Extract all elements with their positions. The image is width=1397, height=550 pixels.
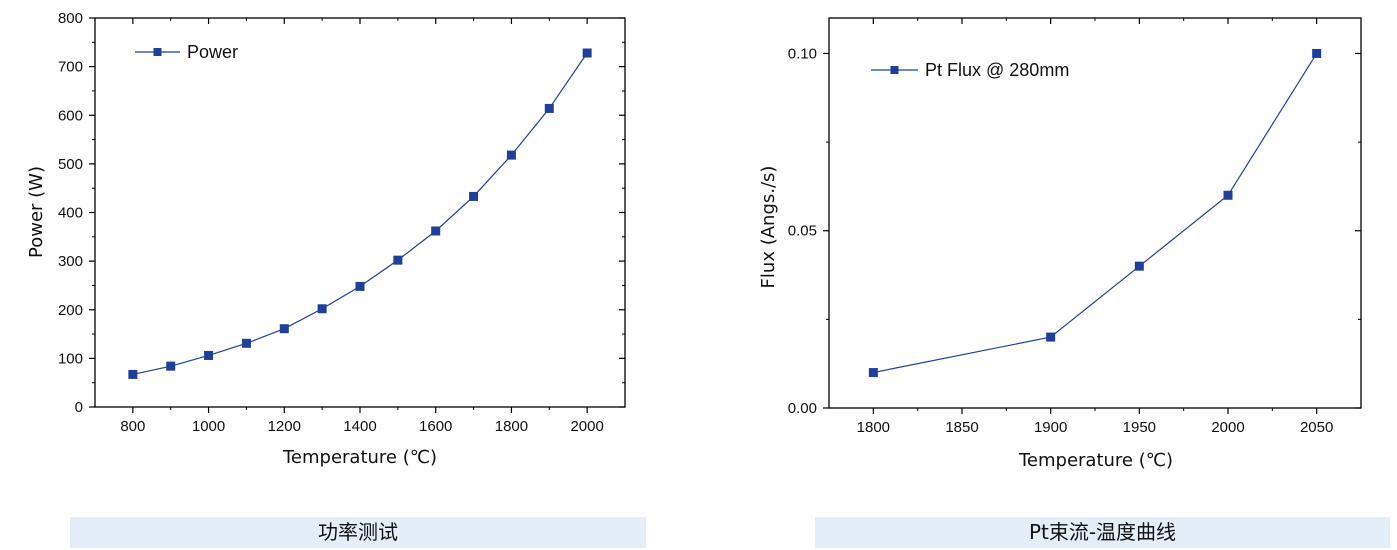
flux-chart-ticks: 1800 1850 1900 1950 2000 2050 0.00 0.05 0.10 [788,18,1361,436]
power-series-line [132,52,588,376]
power-x-tick-label: 1000 [192,418,225,435]
power-x-axis-label: Temperature (℃) [282,447,437,468]
power-data-point [355,281,365,291]
power-y-tick-label: 800 [58,10,83,27]
flux-data-point [1046,332,1056,342]
power-x-tick-label: 800 [120,418,145,435]
flux-data-point [1312,48,1322,58]
flux-chart: 1800 1850 1900 1950 2000 2050 0.00 0.05 0.10 Pt … [758,17,1362,471]
flux-x-tick-label: 1950 [1123,419,1156,436]
power-data-point [544,103,554,113]
power-x-tick-label: 1200 [268,418,301,435]
power-y-tick-label: 300 [58,253,83,270]
flux-data-point [1134,261,1144,271]
flux-x-tick-label: 2050 [1300,419,1333,436]
power-chart: 800 1000 1200 1400 1600 1800 2000 0 100 200 300 400… [26,10,626,468]
flux-data-point [868,368,878,378]
flux-y-axis-label: Flux (Angs./s) [758,166,779,289]
power-y-tick-label: 500 [58,156,83,173]
power-data-point [317,304,327,314]
flux-chart-series [868,48,1322,378]
power-x-tick-label: 1800 [495,418,528,435]
power-data-point [431,226,441,236]
flux-plot-frame [828,17,1362,409]
power-y-axis-label: Power (W) [26,166,47,258]
power-chart-ticks: 800 1000 1200 1400 1600 1800 2000 0 100 200 300 400… [58,10,625,435]
power-data-point [506,150,516,160]
power-x-tick-label: 1600 [419,418,452,435]
flux-x-tick-label: 1850 [945,419,978,436]
power-data-point [469,191,479,201]
caption-power-test: 功率测试 [70,517,646,548]
power-data-point [128,369,138,379]
power-y-tick-label: 700 [58,59,83,76]
flux-x-tick-label: 2000 [1211,419,1244,436]
power-data-point [582,48,592,58]
legend-marker-power [153,48,162,56]
power-x-tick-label: 1400 [343,418,376,435]
power-data-point [204,350,214,360]
power-y-tick-label: 200 [58,302,83,319]
flux-y-tick-label: 0.10 [788,45,817,62]
flux-x-axis-label: Temperature (℃) [1018,450,1173,471]
power-chart-series [128,48,592,379]
power-y-tick-label: 400 [58,205,83,222]
legend-label-power: Power [187,42,238,62]
legend-marker-pt-flux [890,66,899,74]
power-data-point [241,338,251,348]
flux-x-tick-label: 1800 [857,419,890,436]
power-y-tick-label: 0 [75,399,83,416]
power-data-point [393,255,403,265]
power-data-point [279,324,289,334]
power-chart-legend: Power [135,42,238,62]
power-y-tick-label: 600 [58,107,83,124]
power-data-point [166,361,176,371]
power-y-tick-label: 100 [58,350,83,367]
flux-x-tick-label: 1900 [1034,419,1067,436]
power-plot-frame [94,17,626,408]
flux-chart-legend: Pt Flux @ 280mm [871,60,1069,80]
flux-y-tick-label: 0.05 [788,223,817,240]
legend-label-pt-flux: Pt Flux @ 280mm [925,60,1069,80]
power-x-tick-label: 2000 [570,418,603,435]
caption-pt-flux-curve: Pt束流-温度曲线 [815,517,1390,548]
flux-y-tick-label: 0.00 [788,400,817,417]
flux-series-line [873,53,1318,374]
flux-data-point [1223,190,1233,200]
